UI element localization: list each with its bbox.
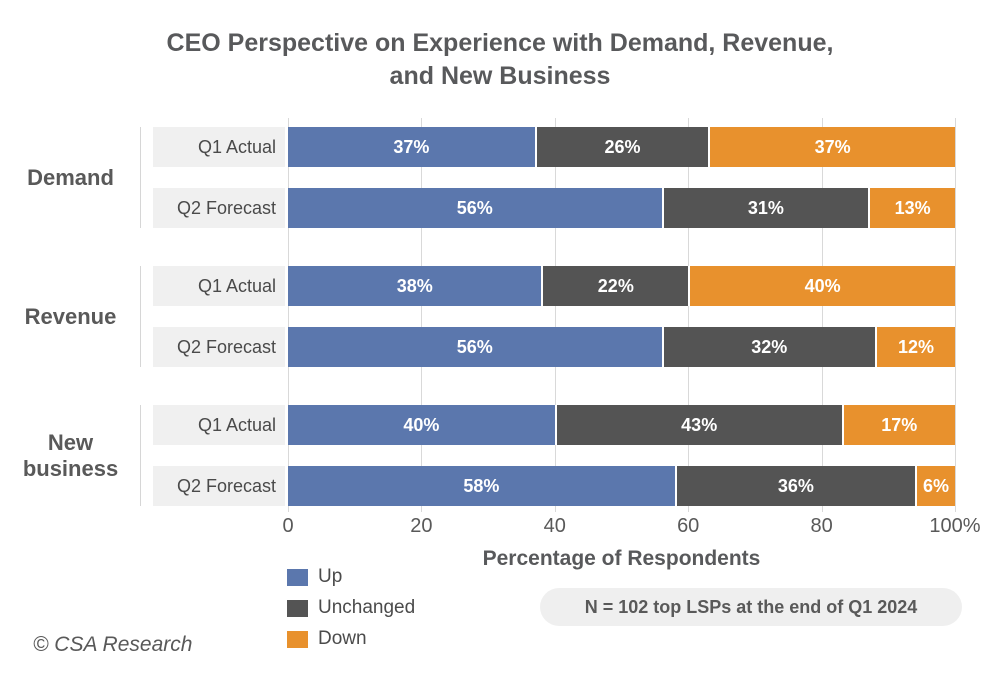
- group-label: Demand: [27, 164, 114, 190]
- bar-value-label: 37%: [814, 136, 851, 157]
- bar-value-label: 31%: [747, 197, 784, 218]
- bar-segment-unchanged: 26%: [534, 127, 709, 167]
- bar-value-label: 13%: [894, 197, 931, 218]
- bar-value-label: 22%: [597, 275, 634, 296]
- x-tick-label: 80: [810, 515, 833, 537]
- bar-value-label: 56%: [456, 336, 493, 357]
- bar-segment-unchanged: 32%: [661, 327, 875, 367]
- bar-segment-up: 56%: [288, 327, 662, 367]
- bar-value-label: 58%: [463, 475, 500, 496]
- chart-title-line-1: CEO Perspective on Experience with Deman…: [166, 29, 834, 57]
- bar-value-label: 36%: [777, 475, 814, 496]
- group-divider: [140, 127, 141, 228]
- gridline: [288, 118, 289, 512]
- chart-title: CEO Perspective on Experience with Deman…: [0, 27, 1000, 93]
- row-label: Q1 Actual: [153, 127, 285, 167]
- gridline: [955, 118, 956, 512]
- bar-segment-up: 40%: [288, 405, 555, 445]
- legend-item: Down: [287, 628, 415, 650]
- x-tick-label: 60: [677, 515, 700, 537]
- legend-item: Unchanged: [287, 597, 415, 619]
- bar-value-label: 40%: [804, 275, 841, 296]
- group-divider: [140, 405, 141, 506]
- bar-row: 38% 22% 40%: [288, 266, 955, 306]
- group-label: Revenue: [24, 303, 117, 329]
- bar-segment-unchanged: 31%: [661, 188, 869, 228]
- x-tick-label: 0: [282, 515, 294, 537]
- x-axis-title: Percentage of Respondents: [482, 547, 761, 570]
- bar-value-label: 32%: [751, 336, 788, 357]
- unchanged-legend-swatch: [287, 599, 308, 617]
- bar-segment-up: 37%: [288, 127, 535, 167]
- bar-segment-down: 12%: [874, 327, 955, 367]
- legend-item: Up: [287, 566, 415, 588]
- legend-item-label: Down: [318, 628, 367, 649]
- x-tick-label: 40: [543, 515, 566, 537]
- bar-segment-down: 37%: [708, 127, 955, 167]
- group-divider: [140, 266, 141, 367]
- bar-row: 56% 32% 12%: [288, 327, 955, 367]
- legend: Up Unchanged Down: [287, 566, 415, 650]
- bar-segment-unchanged: 36%: [674, 466, 915, 506]
- bar-segment-down: 6%: [914, 466, 955, 506]
- bar-row: 37% 26% 37%: [288, 127, 955, 167]
- up-legend-swatch: [287, 568, 308, 586]
- row-label: Q1 Actual: [153, 405, 285, 445]
- bar-segment-up: 38%: [288, 266, 542, 306]
- plot-area: 37% 26% 37% 56% 31% 13% 38% 22% 40% 56% 32% 12% 40% 4…: [288, 118, 956, 512]
- gridline: [821, 118, 823, 512]
- x-tick-label: 20: [410, 515, 433, 537]
- row-label: Q2 Forecast: [153, 327, 285, 367]
- bar-value-label: 40%: [403, 414, 440, 435]
- gridline: [421, 118, 423, 512]
- x-tick-label: 100%: [929, 515, 981, 537]
- gridline: [688, 118, 690, 512]
- bar-segment-up: 58%: [288, 466, 675, 506]
- chart-title-line-2: and New Business: [389, 62, 611, 90]
- bar-row: 58% 36% 6%: [288, 466, 955, 506]
- bar-segment-down: 13%: [868, 188, 955, 228]
- bar-value-label: 6%: [922, 475, 949, 496]
- bar-row: 56% 31% 13%: [288, 188, 955, 228]
- bar-segment-down: 40%: [688, 266, 955, 306]
- bar-value-label: 37%: [393, 136, 430, 157]
- copyright-footer: © CSA Research: [33, 633, 193, 656]
- row-label: Q2 Forecast: [153, 466, 285, 506]
- legend-item-label: Up: [318, 566, 343, 587]
- bar-value-label: 38%: [396, 275, 433, 296]
- bar-row: 40% 43% 17%: [288, 405, 955, 445]
- bar-value-label: 17%: [881, 414, 918, 435]
- bar-segment-unchanged: 43%: [554, 405, 842, 445]
- legend-item-label: Unchanged: [318, 597, 416, 618]
- gridline: [554, 118, 556, 512]
- down-legend-swatch: [287, 630, 308, 648]
- bar-value-label: 43%: [681, 414, 718, 435]
- bar-segment-unchanged: 22%: [541, 266, 689, 306]
- bar-value-label: 56%: [456, 197, 493, 218]
- bar-value-label: 26%: [604, 136, 641, 157]
- bar-value-label: 12%: [897, 336, 934, 357]
- group-label: New business: [22, 429, 119, 481]
- row-label: Q1 Actual: [153, 266, 285, 306]
- bar-segment-down: 17%: [841, 405, 955, 445]
- bar-segment-up: 56%: [288, 188, 662, 228]
- row-label: Q2 Forecast: [153, 188, 285, 228]
- sample-size-note: N = 102 top LSPs at the end of Q1 2024: [540, 588, 962, 626]
